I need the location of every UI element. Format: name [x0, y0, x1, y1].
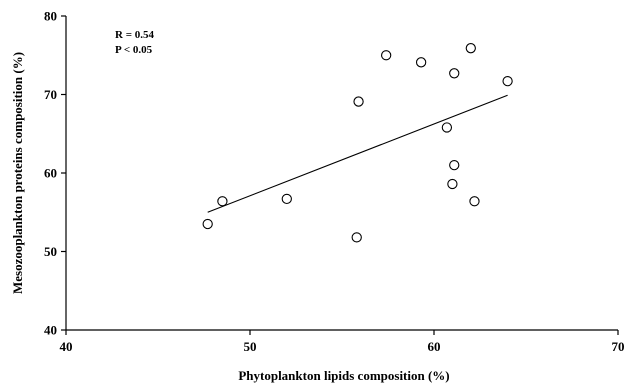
data-point: [202, 218, 213, 230]
data-point: [447, 178, 458, 190]
y-tick-label: 80: [44, 9, 57, 24]
data-points: [202, 43, 513, 243]
y-axis-title: Mesozooplankton proteins composition (%): [10, 52, 25, 294]
data-point: [353, 96, 364, 107]
regression-line: [207, 94, 508, 213]
y-tick-label: 50: [44, 244, 57, 259]
data-point: [469, 196, 480, 207]
data-point: [351, 232, 362, 243]
data-point: [217, 196, 228, 207]
data-point: [381, 50, 392, 61]
ticks: 40 50 60 70 40 50 60 70 80: [44, 9, 625, 355]
data-point: [465, 43, 476, 54]
x-tick-label: 70: [612, 339, 625, 354]
x-axis-title: Phytoplankton lipids composition (%): [238, 368, 449, 383]
x-tick-label: 60: [428, 339, 441, 354]
annotation-r-value: R = 0.54: [115, 29, 154, 41]
data-point: [281, 193, 292, 205]
axes: [65, 16, 618, 331]
annotation-p-value: P < 0.05: [115, 44, 153, 56]
x-tick-label: 40: [60, 339, 73, 354]
data-point: [415, 57, 427, 68]
data-point: [502, 76, 513, 87]
data-point: [441, 122, 453, 133]
y-tick-label: 40: [44, 323, 57, 338]
y-tick-label: 70: [44, 87, 57, 102]
y-tick-label: 60: [44, 166, 57, 181]
data-point: [449, 68, 460, 79]
data-point: [449, 159, 460, 171]
x-tick-label: 50: [244, 339, 257, 354]
